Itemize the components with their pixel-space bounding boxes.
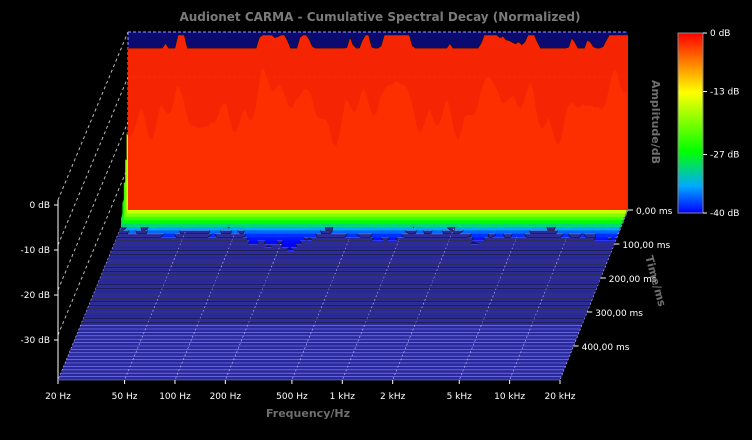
color-scale-tick-label: -27 dB: [710, 151, 739, 161]
floor-frequency-gridline: [559, 209, 629, 381]
amplitude-tick-label: -10 dB: [21, 246, 50, 256]
chart-title: Audionet CARMA - Cumulative Spectral Dec…: [179, 10, 580, 24]
color-scale-ticks: 0 dB -13 dB -27 dB -40 dB: [703, 29, 739, 219]
time-tick-label: 200,00 ms: [609, 275, 657, 285]
floor-frequency-gridline: [291, 209, 362, 381]
side-projection-line: [57, 76, 129, 246]
side-projection-line: [57, 121, 129, 291]
floor-frequency-gridline: [225, 209, 295, 381]
color-scale-tick-label: -13 dB: [710, 88, 739, 98]
floor-frequency-gridline: [57, 209, 129, 381]
floor-frequency-gridline: [174, 209, 245, 381]
color-scale-tick-label: -40 dB: [710, 209, 739, 219]
time-tick-label: 300,00 ms: [595, 309, 643, 319]
frequency-tick-label: 1 kHz: [330, 392, 356, 402]
decay-slice: [128, 35, 628, 210]
frequency-tick-label: 100 Hz: [159, 392, 191, 402]
decay-slice-outline: [116, 181, 618, 238]
amplitude-ticks: 0 dB -10 dB -20 dB -30 dB: [21, 201, 58, 346]
decay-slice-outline: [111, 246, 612, 252]
color-scale-bar: [677, 32, 704, 214]
amplitude-tick-label: -20 dB: [21, 291, 50, 301]
time-tick-label: 0,00 ms: [636, 207, 673, 217]
frequency-tick-label: 5 kHz: [447, 392, 473, 402]
decay-slice-outline: [112, 232, 613, 248]
amplitude-tick-label: -30 dB: [21, 336, 50, 346]
floor-frequency-gridline: [509, 209, 579, 381]
decay-slice-outline: [115, 193, 616, 241]
floor-frequency-gridline: [124, 209, 195, 381]
frequency-tick-label: 2 kHz: [380, 392, 406, 402]
frequency-tick-label: 50 Hz: [112, 392, 138, 402]
side-projection-line: [57, 31, 129, 201]
side-projection-line: [57, 166, 129, 336]
frequency-tick-label: 10 kHz: [494, 392, 525, 402]
color-scale-label: Amplitude/dB: [649, 80, 662, 164]
floor-frequency-gridline: [458, 209, 528, 381]
time-ticks: 0,00 ms 100,00 ms 200,00 ms 300,00 ms 400,00…: [573, 207, 673, 353]
floor-frequency-gridline: [392, 209, 462, 381]
floor-frequency-gridline: [342, 209, 412, 381]
frequency-tick-label: 500 Hz: [276, 392, 308, 402]
decay-surface: [81, 34, 628, 323]
frequency-tick-label: 20 kHz: [544, 392, 575, 402]
amplitude-tick-label: 0 dB: [30, 201, 50, 211]
color-scale-tick-label: 0 dB: [710, 29, 730, 39]
decay-slice-outline: [114, 211, 615, 245]
frequency-tick-label: 200 Hz: [210, 392, 242, 402]
frequency-ticks: 20 Hz 50 Hz 100 Hz 200 Hz 500 Hz 1 kHz 2 kHz 5 …: [45, 380, 576, 402]
frequency-tick-label: 20 Hz: [45, 392, 71, 402]
time-tick-label: 400,00 ms: [582, 343, 630, 353]
x-axis-label: Frequency/Hz: [266, 407, 350, 420]
decay-slice-outline: [128, 34, 628, 49]
time-tick-label: 100,00 ms: [622, 241, 670, 251]
